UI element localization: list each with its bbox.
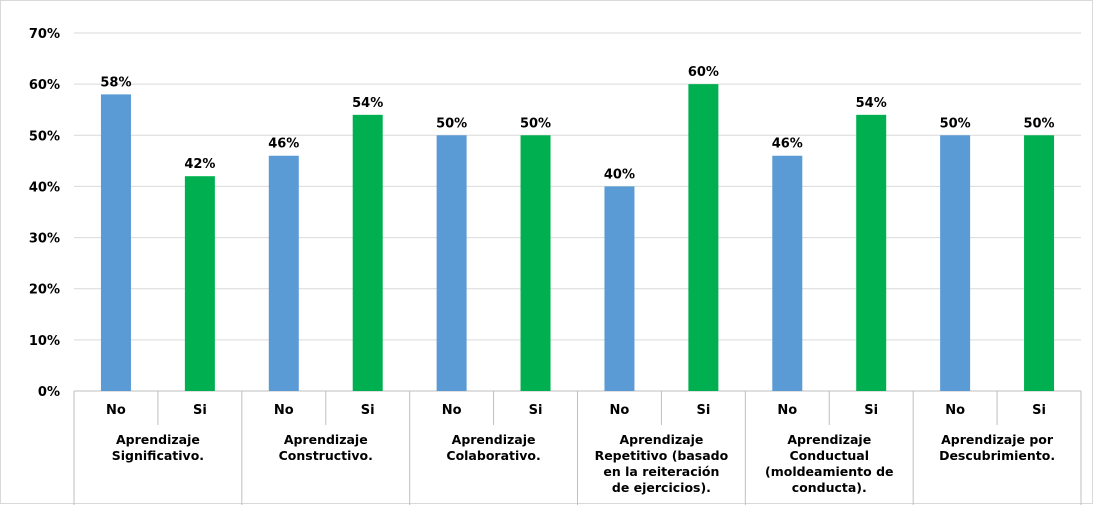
data-label: 46% — [268, 137, 299, 152]
bar-no — [940, 135, 971, 391]
x-group-label: Significativo. — [112, 448, 204, 463]
x-subcategory-label: Si — [864, 403, 878, 418]
x-group-label: Aprendizaje — [116, 432, 200, 447]
x-group-label: Aprendizaje — [787, 432, 871, 447]
y-tick-label: 30% — [29, 232, 60, 247]
bar-no — [772, 155, 803, 391]
x-subcategory-label: No — [945, 403, 965, 418]
x-subcategory-label: No — [106, 403, 126, 418]
x-subcategory-label: Si — [193, 403, 207, 418]
y-tick-label: 20% — [29, 283, 60, 298]
bar-si — [688, 84, 719, 392]
data-label: 50% — [520, 116, 551, 131]
x-group-label: Aprendizaje por — [941, 432, 1054, 447]
x-group-label: en la reiteración — [603, 464, 719, 479]
x-group-label: Repetitivo (basado — [595, 448, 729, 463]
y-tick-label: 50% — [29, 129, 60, 144]
y-tick-label: 60% — [29, 78, 60, 93]
x-group-label: Aprendizaje — [452, 432, 536, 447]
bar-si — [520, 135, 551, 391]
x-group-label: Descubrimiento. — [939, 448, 1055, 463]
x-group-label: Aprendizaje — [284, 432, 368, 447]
data-label: 60% — [688, 65, 719, 80]
x-subcategory-label: Si — [529, 403, 543, 418]
x-group-label: Conductual — [789, 448, 869, 463]
bar-no — [604, 186, 635, 391]
bar-no — [100, 94, 131, 391]
bar-si — [856, 114, 887, 391]
y-tick-label: 0% — [38, 385, 60, 400]
x-group-label: conducta). — [792, 480, 867, 495]
data-label: 40% — [604, 167, 635, 182]
x-subcategory-label: No — [610, 403, 630, 418]
x-group-label: Constructivo. — [279, 448, 373, 463]
x-group-label: Colaborativo. — [446, 448, 540, 463]
data-label: 42% — [184, 157, 215, 172]
data-label: 54% — [856, 96, 887, 111]
data-label: 50% — [940, 116, 971, 131]
bar-no — [268, 155, 299, 391]
data-label: 50% — [1023, 116, 1054, 131]
x-group-label: de ejercicios). — [612, 480, 711, 495]
y-tick-label: 40% — [29, 180, 60, 195]
x-subcategory-label: No — [274, 403, 294, 418]
bar-si — [184, 176, 215, 391]
x-group-label: Aprendizaje — [619, 432, 703, 447]
x-subcategory-label: Si — [696, 403, 710, 418]
data-label: 58% — [100, 75, 131, 90]
x-group-label: (moldeamiento de — [765, 464, 894, 479]
x-subcategory-label: No — [442, 403, 462, 418]
bar-no — [436, 135, 467, 391]
x-subcategory-label: No — [777, 403, 797, 418]
bar-si — [1024, 135, 1055, 391]
data-label: 46% — [772, 137, 803, 152]
x-subcategory-label: Si — [1032, 403, 1046, 418]
y-tick-label: 70% — [29, 27, 60, 42]
data-label: 50% — [436, 116, 467, 131]
y-tick-label: 10% — [29, 334, 60, 349]
x-subcategory-label: Si — [361, 403, 375, 418]
data-label: 54% — [352, 96, 383, 111]
bar-si — [352, 114, 383, 391]
